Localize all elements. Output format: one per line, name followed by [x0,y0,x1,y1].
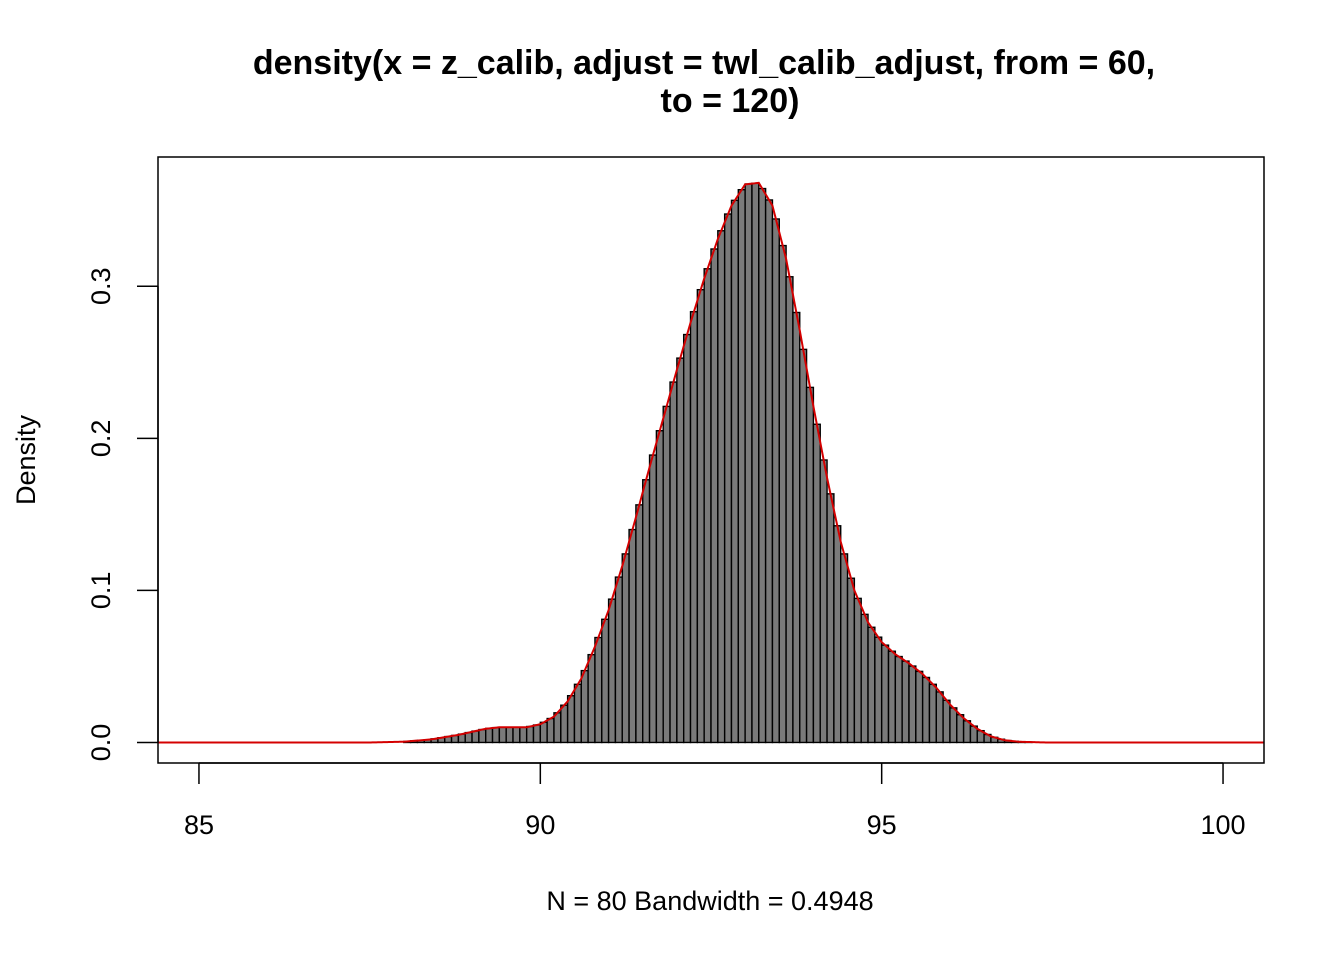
histogram-bar [525,725,535,744]
histogram-bar [655,430,664,744]
histogram-bar [471,730,480,744]
y-tick-label: 0.0 [86,724,116,762]
histogram-bar [553,712,562,744]
histogram-bar [758,187,767,744]
chart-title-line1: density(x = z_calib, adjust = twl_calib_… [253,44,1155,82]
histogram-bar [785,276,794,744]
histogram-bar [908,665,917,744]
histogram-bar [805,386,815,744]
histogram-bar [662,405,671,744]
histogram-bar [928,683,937,744]
histogram-bar [921,676,931,744]
histogram-bar [478,728,487,744]
histogram-bar [505,726,514,744]
histogram-bar [915,670,924,744]
histogram-bar [539,721,548,744]
histogram-bar [601,618,610,744]
histogram-bar [792,311,801,744]
y-tick-label: 0.3 [86,267,116,305]
histogram-bar [642,479,651,744]
y-tick-label: 0.1 [86,572,116,610]
histogram-bar [744,183,753,744]
histogram-bar [560,704,569,744]
histogram-bar [942,699,951,744]
histogram-bar [737,188,746,744]
x-axis: 85 90 95 100 [184,762,1246,840]
histogram-bar [573,683,582,744]
histogram-bar [689,311,699,744]
histogram-bar [956,714,965,744]
histogram-bar [874,636,883,744]
histogram-bar [819,459,828,744]
histogram-bar [730,199,740,744]
histogram-bar [546,717,555,744]
histogram-bar [512,726,521,744]
histogram-bar [498,726,507,744]
histogram-bar [587,653,596,744]
histogram-bar [751,182,760,744]
histogram-bar [682,333,692,744]
histogram-bar [491,726,501,744]
histogram-bar [799,348,808,744]
y-axis-label: Density [11,414,41,505]
x-tick-label: 85 [184,810,214,840]
x-axis-label: N = 80 Bandwidth = 0.4948 [546,886,873,916]
histogram-bar [669,381,678,744]
histogram-bar [566,695,576,744]
density-curve-layer [158,181,1264,744]
histogram-bar [962,720,972,744]
histogram-bar [580,669,589,744]
histogram-bar [710,248,719,744]
histogram-bar [826,493,835,744]
histogram-bars [403,182,1033,744]
histogram-bar [771,218,780,744]
histogram-bar [764,199,774,744]
histogram-bar [703,268,712,744]
x-tick-label: 100 [1201,810,1246,840]
histogram-bar [867,626,876,744]
histogram-bar [607,598,617,744]
histogram-bar [723,213,733,744]
histogram-bar [485,727,494,744]
x-tick-label: 90 [525,810,555,840]
histogram-bar [853,597,862,744]
histogram-bar [519,726,528,744]
histogram-bar [532,724,542,744]
histogram-bar [949,707,958,744]
histogram-bar [846,577,856,744]
histogram-bar [621,553,630,744]
histogram-bar [696,288,705,744]
density-curve [158,181,1264,744]
histogram-bar [635,504,644,744]
histogram-bar [894,655,903,744]
x-tick-label: 95 [867,810,897,840]
histogram-bar [935,691,944,744]
histogram-bar [860,613,869,744]
chart-title-line2: to = 120) [661,82,800,120]
histogram-bar [676,357,685,744]
histogram-bar [887,650,897,744]
y-tick-label: 0.2 [86,420,116,458]
histogram-bar [833,525,842,744]
histogram-bar [880,644,890,744]
histogram-bar [717,230,726,744]
y-axis: 0.0 0.1 0.2 0.3 [86,267,159,762]
histogram-bar [594,636,603,744]
histogram-bar [628,528,637,744]
histogram-bar [901,660,910,744]
histogram-bar [812,423,821,744]
histogram-bar [648,454,658,744]
histogram-bar [840,553,849,744]
histogram-bar [778,244,787,744]
histogram-bar [614,576,623,744]
